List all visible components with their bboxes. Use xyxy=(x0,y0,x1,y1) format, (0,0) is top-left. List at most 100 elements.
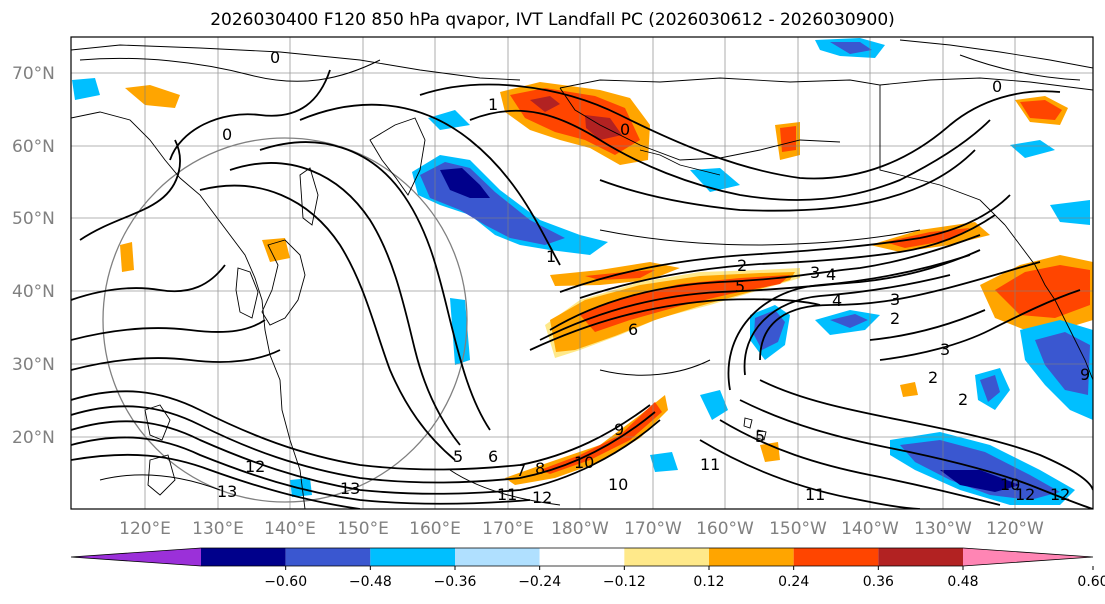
lon-label: 150°W xyxy=(769,519,827,539)
shade-patch xyxy=(1050,200,1090,225)
lat-label: 50°N xyxy=(12,209,55,229)
shade-patch xyxy=(428,110,470,130)
contour-label: 12 xyxy=(1015,485,1035,504)
shade-patch xyxy=(900,382,918,397)
shade-patch xyxy=(530,96,560,112)
shade-patch xyxy=(1035,332,1090,395)
shade-patch xyxy=(440,168,490,198)
colorbar-segment xyxy=(370,548,455,566)
contour-label: 10 xyxy=(1000,475,1020,494)
lat-label: 70°N xyxy=(12,64,55,84)
map-title: 2026030400 F120 850 hPa qvapor, IVT Land… xyxy=(210,10,895,30)
colorbar-segment xyxy=(455,548,540,566)
lon-label: 180°W xyxy=(551,519,609,539)
contour-label: 12 xyxy=(532,488,552,507)
contour-label: 9 xyxy=(1080,365,1090,384)
lon-label: 140°W xyxy=(841,519,899,539)
contour-label: 6 xyxy=(488,447,498,466)
ivt-contours-thin xyxy=(79,54,1081,506)
lon-label: 170°E xyxy=(482,519,534,539)
contour-label: 6 xyxy=(628,320,638,339)
colorbar-tick-label: −0.12 xyxy=(603,574,646,590)
contour-label: 1 xyxy=(546,247,556,266)
colorbar-tick-label: −0.48 xyxy=(349,574,392,590)
contour-label: 8 xyxy=(535,459,545,478)
contour-label: 13 xyxy=(340,479,360,498)
colorbar-segment xyxy=(878,548,963,566)
lon-label: 120°W xyxy=(986,519,1044,539)
lon-label: 160°E xyxy=(409,519,461,539)
contour-label: 2 xyxy=(737,256,747,275)
lon-label: 170°W xyxy=(624,519,682,539)
colorbar-tick-label: 0.24 xyxy=(778,574,809,590)
longitude-labels: 120°E 130°E 140°E 150°E 160°E 170°E 180°… xyxy=(119,519,1044,539)
shade-patch xyxy=(650,452,678,472)
contour-label: 0 xyxy=(222,125,232,144)
contour-label: 1 xyxy=(488,95,498,114)
shade-patch xyxy=(290,478,312,497)
lon-label: 130°W xyxy=(914,519,972,539)
landfall-region-circle xyxy=(102,137,468,503)
contour-labels: 0 0 0 0 1 1 2 3 4 3 2 4 5 6 2 3 2 5 6 7 … xyxy=(217,48,1090,507)
colorbar-segment xyxy=(963,548,1093,566)
shade-patch xyxy=(700,390,728,420)
colorbar-segment xyxy=(201,548,286,566)
colorbar-tick-label: −0.60 xyxy=(264,574,307,590)
colorbar-tick-label: 0.60 xyxy=(1077,574,1105,590)
contour-label: 0 xyxy=(620,120,630,139)
lat-label: 40°N xyxy=(12,282,55,302)
contour-label: 4 xyxy=(832,291,842,310)
shade-patch xyxy=(540,402,662,474)
contour-label: 3 xyxy=(890,290,900,309)
colorbar-segment xyxy=(539,548,625,566)
colorbar-tick-label: 0.48 xyxy=(947,574,978,590)
lon-label: 140°E xyxy=(264,519,316,539)
ivt-contours xyxy=(71,69,1093,509)
map-border xyxy=(70,36,1094,510)
shade-patch xyxy=(940,470,1020,492)
shade-patch xyxy=(262,238,290,262)
contour-label: 0 xyxy=(992,77,1002,96)
colorbar-segment xyxy=(71,548,201,566)
contour-label: 3 xyxy=(810,263,820,282)
contour-label: 11 xyxy=(497,485,517,504)
colorbar-tick-label: −0.24 xyxy=(518,574,561,590)
contour-label: 11 xyxy=(700,455,720,474)
shade-patch xyxy=(1020,100,1062,120)
shade-patch xyxy=(1010,140,1055,158)
contour-label: 2 xyxy=(890,309,900,328)
latitude-labels: 70°N 60°N 50°N 40°N 30°N 20°N xyxy=(12,64,55,448)
contour-label: 10 xyxy=(608,475,628,494)
lat-label: 30°N xyxy=(12,355,55,375)
contour-label: 9 xyxy=(614,420,624,439)
contour-label: 2 xyxy=(928,368,938,387)
shade-patch xyxy=(125,85,180,108)
contour-label: 0 xyxy=(270,48,280,67)
colorbar-tick-label: −0.36 xyxy=(434,574,477,590)
shade-patch xyxy=(995,265,1090,318)
map-gridlines xyxy=(71,37,1093,509)
contour-label: 5 xyxy=(735,277,745,296)
contour-label: 10 xyxy=(574,453,594,472)
lat-label: 20°N xyxy=(12,428,55,448)
colorbar-segment xyxy=(793,548,879,566)
contour-label: 12 xyxy=(245,457,265,476)
contour-label: 7 xyxy=(516,461,526,480)
shade-patch xyxy=(780,126,796,152)
shade-patch xyxy=(690,168,740,192)
shade-patch xyxy=(885,228,970,248)
contour-label: 12 xyxy=(1050,485,1070,504)
contour-label: 13 xyxy=(217,482,237,501)
colorbar-segment xyxy=(624,548,709,566)
shade-patch xyxy=(830,42,872,54)
colorbar-tick-label: 0.12 xyxy=(693,574,724,590)
lat-label: 60°N xyxy=(12,137,55,157)
shade-patch xyxy=(830,314,868,328)
colorbar: −0.60 −0.48 −0.36 −0.24 −0.12 0.12 0.24 0.36 0.4… xyxy=(70,547,1105,590)
contour-label: 3 xyxy=(940,340,950,359)
contour-label: 4 xyxy=(826,265,836,284)
lon-label: 120°E xyxy=(119,519,171,539)
lon-label: 160°W xyxy=(696,519,754,539)
lon-label: 150°E xyxy=(337,519,389,539)
